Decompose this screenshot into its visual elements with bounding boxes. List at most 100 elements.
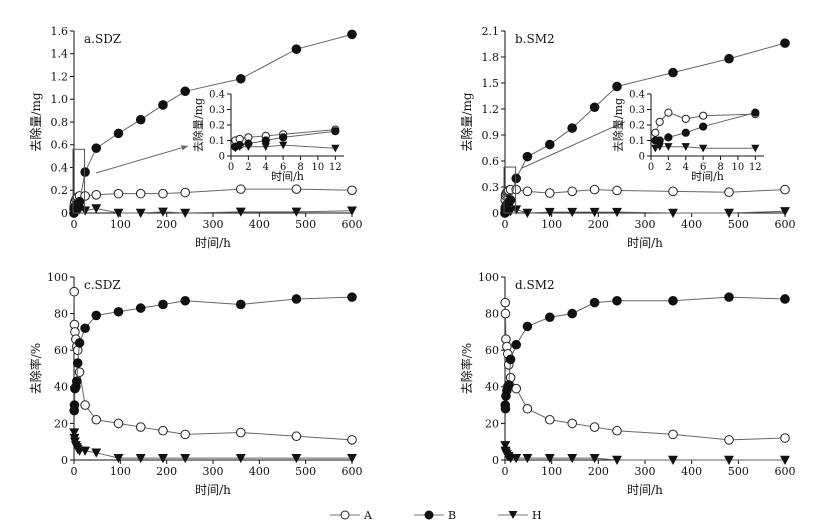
panel-c-point-a: [91, 414, 102, 425]
panel-b-point-a: [545, 188, 555, 198]
panel-b-inset-ylabel: 去除量/mg: [611, 98, 625, 152]
panel-b-point-b: [668, 67, 678, 78]
panel-a-y-tick-label: 0.8: [51, 116, 69, 129]
panel-b-inset-y-tick-label: 0: [639, 152, 645, 163]
panel-b-x-tick-label: 400: [681, 218, 702, 231]
panel-c-x-tick-label: 200: [156, 465, 177, 478]
panel-a-point-b: [91, 143, 102, 153]
panel-d-point-b: [503, 380, 514, 390]
panel-c-y-tick-label: 20: [54, 417, 68, 430]
panel-b-y-tick-label: 1.8: [482, 51, 500, 64]
panel-d-point-a: [522, 403, 533, 414]
panel-d-x-tick-label: 400: [681, 465, 702, 478]
panel-a-point-a: [158, 188, 168, 199]
panel-b-y-tick-label: 2.1: [482, 25, 500, 38]
panel-c-x-tick-label: 100: [110, 465, 131, 478]
panel-b-point-h: [505, 207, 516, 217]
panel-c-y-tick-label: 60: [54, 344, 68, 357]
panel-a-inset-y-tick-label: 0.2: [209, 121, 225, 132]
panel-b-point-b: [780, 38, 790, 48]
panel-a-point-b: [236, 73, 246, 84]
panel-b-point-b: [505, 195, 516, 205]
panel-b-inset-point-h: [751, 144, 760, 153]
panel-c-point-b: [180, 295, 190, 306]
panel-a-x-tick-label: 300: [203, 218, 224, 231]
panel-d-point-a: [545, 414, 555, 425]
panel-b-inset-x-tick-label: 2: [665, 162, 671, 173]
panel-b-point-h: [589, 207, 600, 218]
panel-c-point-a: [158, 425, 168, 436]
panel-d-x-tick-label: 600: [775, 465, 796, 478]
panel-b-point-b: [567, 123, 578, 133]
panel-a-point-h: [158, 207, 168, 217]
panel-b-zoom-box: [503, 166, 517, 214]
panel-d-point-h: [522, 453, 533, 464]
panel-a-point-a: [135, 188, 146, 199]
panel-b-ylabel: 去除量/mg: [459, 92, 474, 151]
panel-b-point-a: [589, 184, 600, 195]
panel-b-inset-point-h: [699, 144, 708, 153]
panel-a-y-tick-label: 0: [61, 207, 68, 220]
panel-c-y-tick-label: 80: [54, 307, 68, 320]
panel-a-point-b: [291, 44, 302, 55]
panel-d-point-a: [724, 435, 734, 445]
panel-d-x-tick-label: 0: [502, 465, 509, 478]
panel-b-inset-x-tick-label: 0: [648, 162, 654, 173]
panel-d-label: d.SM2: [515, 278, 555, 292]
panel-a-inset-y-tick-label: 0.3: [209, 105, 225, 116]
panel-a-inset-point-h: [244, 143, 253, 151]
panel-b-inset-x-tick-label: 8: [717, 162, 723, 173]
panel-a-point-h: [235, 207, 246, 217]
panel-c-point-h: [158, 453, 168, 464]
panel-d-point-b: [545, 312, 555, 323]
panel-c-point-a: [180, 429, 190, 440]
panel-c-point-a: [69, 286, 80, 297]
panel-a-inset-x-tick-label: 2: [245, 162, 251, 173]
panel-b-point-b: [545, 139, 555, 150]
panel-b-inset-point-a: [681, 114, 690, 123]
panel-a-point-h: [80, 206, 91, 216]
panel-b-inset-point-a: [651, 128, 660, 137]
panel-d-point-b: [511, 339, 522, 350]
panel-d-point-b: [522, 321, 533, 332]
panel-a-y-tick-label: 0.6: [51, 139, 69, 152]
panel-d-point-h: [567, 453, 578, 464]
panel-b-point-h: [522, 208, 533, 218]
panel-a-x-tick-label: 0: [71, 218, 78, 231]
panel-a-inset-x-tick-label: 4: [263, 162, 269, 173]
panel-c-point-h: [80, 446, 91, 456]
panel-c-x-tick-label: 300: [203, 465, 224, 478]
panel-a-y-tick-label: 0.2: [51, 184, 69, 197]
panel-b-inset-point-b: [681, 128, 690, 137]
panel-a-inset-x-tick-label: 12: [329, 162, 342, 173]
panel-c-point-a: [135, 422, 146, 432]
panel-b-point-h: [724, 208, 734, 218]
panel-c-xlabel: 时间/h: [195, 483, 231, 497]
panel-c-point-h: [235, 453, 246, 464]
panel-c-point-a: [236, 427, 246, 438]
panel-b-y-tick-label: 0.9: [482, 129, 500, 142]
panel-b-inset-point-a: [664, 108, 673, 117]
panel-a-inset-point-h: [235, 143, 244, 151]
panel-a-label: a.SDZ: [84, 32, 121, 46]
panel-c-point-a: [347, 435, 357, 445]
panel-a-point-a: [180, 187, 190, 198]
panel-c-point-b: [74, 338, 85, 348]
panel-b-inset-point-b: [751, 108, 760, 117]
panel-c-y-tick-label: 100: [47, 271, 68, 284]
panel-b-inset-point-b: [655, 136, 664, 145]
panel-a-y-tick-label: 1.2: [51, 70, 69, 83]
panel-d-point-a: [668, 429, 678, 440]
panel-b-point-h: [612, 207, 622, 218]
panel-b-point-h: [544, 207, 555, 218]
panel-c-label: c.SDZ: [84, 278, 121, 292]
panel-b-point-a: [668, 186, 678, 197]
panel-b-x-tick-label: 100: [541, 218, 562, 231]
panel-b-point-b: [511, 173, 522, 184]
panel-b-x-tick-label: 600: [775, 218, 796, 231]
panel-d-point-h: [724, 455, 734, 465]
panel-b-point-h: [780, 207, 790, 217]
panel-b-point-h: [567, 207, 578, 218]
